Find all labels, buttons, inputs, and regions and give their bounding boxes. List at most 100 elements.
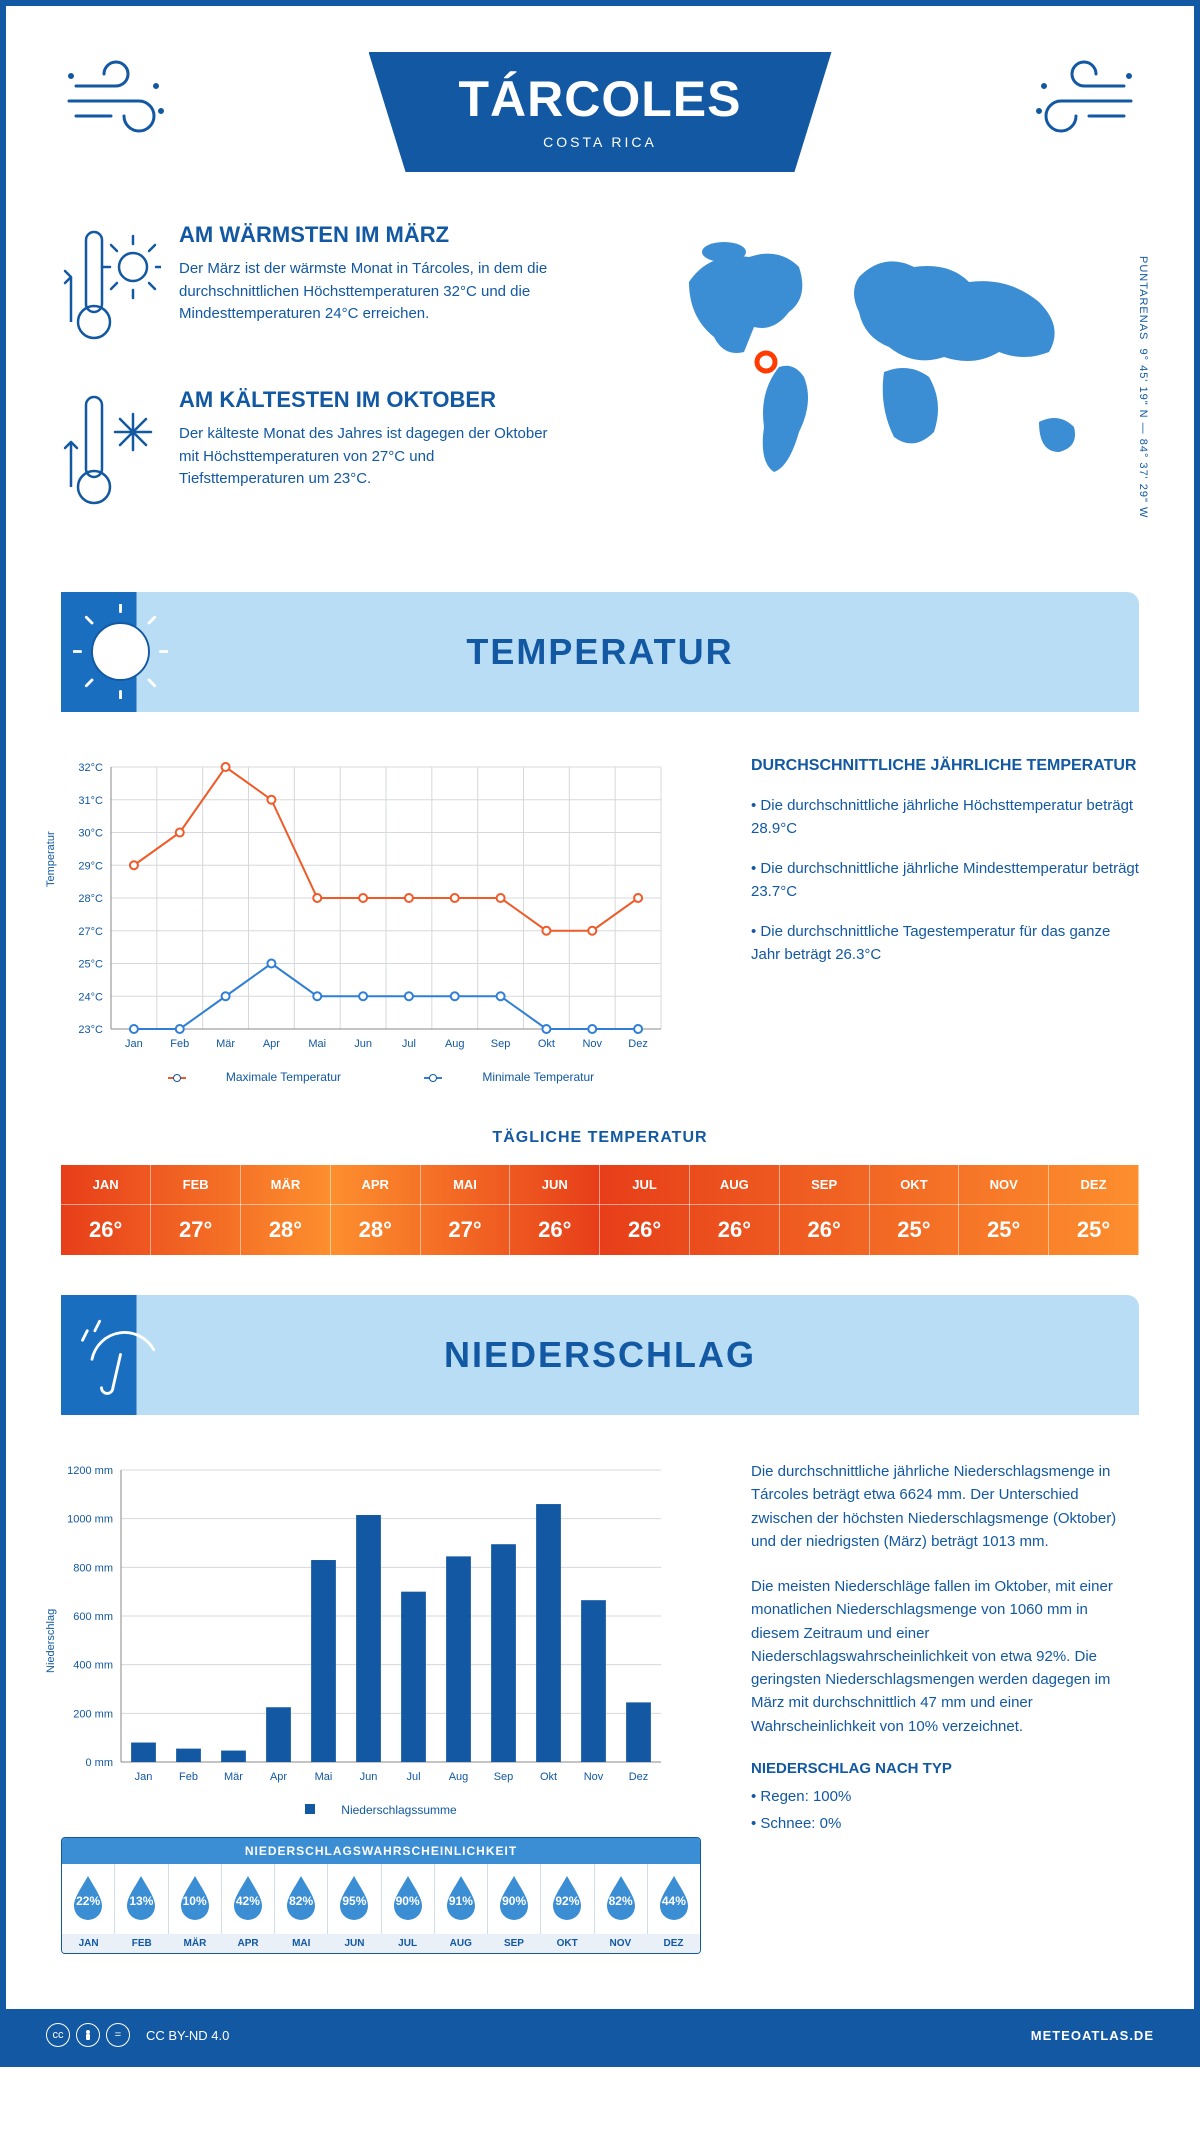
svg-text:27°C: 27°C xyxy=(78,926,103,938)
license-badges: cc = CC BY-ND 4.0 xyxy=(46,2023,229,2047)
page-subtitle: COSTA RICA xyxy=(459,134,742,150)
warmest-text: Der März ist der wärmste Monat in Tárcol… xyxy=(179,258,559,326)
coldest-text: Der kälteste Monat des Jahres ist dagege… xyxy=(179,423,559,491)
month-header: AUG xyxy=(689,1165,779,1205)
prob-month: FEB xyxy=(115,1934,168,1953)
prob-cell: 22% xyxy=(62,1864,115,1934)
page: TÁRCOLES COSTA RICA xyxy=(0,0,1200,2067)
footer: cc = CC BY-ND 4.0 METEOATLAS.DE xyxy=(6,2009,1194,2061)
license-text: CC BY-ND 4.0 xyxy=(146,2028,229,2043)
svg-text:25°C: 25°C xyxy=(78,959,103,971)
sun-icon xyxy=(73,604,168,699)
prob-cell: 91% xyxy=(435,1864,488,1934)
drop-icon: 22% xyxy=(70,1874,106,1920)
thermometer-sun-icon xyxy=(61,222,161,352)
prob-month: AUG xyxy=(434,1934,487,1953)
page-title: TÁRCOLES xyxy=(459,70,742,128)
month-header: SEP xyxy=(779,1165,869,1205)
temp-y-label: Temperatur xyxy=(45,831,57,887)
drop-icon: 90% xyxy=(496,1874,532,1920)
svg-text:1000 mm: 1000 mm xyxy=(67,1514,113,1526)
daily-temp-value: 26° xyxy=(779,1205,869,1256)
daily-temp-value: 26° xyxy=(600,1205,690,1256)
svg-text:24°C: 24°C xyxy=(78,991,103,1003)
daily-temp-table: JANFEBMÄRAPRMAIJUNJULAUGSEPOKTNOVDEZ 26°… xyxy=(61,1165,1139,1255)
svg-text:400 mm: 400 mm xyxy=(73,1660,113,1672)
precip-p1: Die durchschnittliche jährliche Niedersc… xyxy=(751,1460,1139,1553)
drop-icon: 82% xyxy=(603,1874,639,1920)
svg-text:Jun: Jun xyxy=(354,1038,372,1050)
drop-icon: 10% xyxy=(177,1874,213,1920)
svg-text:Jun: Jun xyxy=(360,1771,378,1783)
month-header: JUN xyxy=(510,1165,600,1205)
probability-panel: NIEDERSCHLAGSWAHRSCHEINLICHKEIT 22% 13% 10… xyxy=(61,1837,701,1954)
section-head-precip: NIEDERSCHLAG xyxy=(61,1295,1139,1415)
svg-text:Sep: Sep xyxy=(494,1771,514,1783)
prob-month: SEP xyxy=(487,1934,540,1953)
warmest-block: AM WÄRMSTEN IM MÄRZ Der März ist der wär… xyxy=(61,222,629,352)
wind-icon-right xyxy=(1019,56,1139,146)
drop-icon: 82% xyxy=(283,1874,319,1920)
summary-row: AM WÄRMSTEN IM MÄRZ Der März ist der wär… xyxy=(61,222,1139,552)
svg-text:200 mm: 200 mm xyxy=(73,1708,113,1720)
svg-text:Nov: Nov xyxy=(584,1771,604,1783)
prob-month: MÄR xyxy=(168,1934,221,1953)
temp-bullet-2: • Die durchschnittliche jährliche Mindes… xyxy=(751,858,1139,903)
drop-icon: 42% xyxy=(230,1874,266,1920)
drop-icon: 13% xyxy=(123,1874,159,1920)
month-header: NOV xyxy=(959,1165,1049,1205)
header: TÁRCOLES COSTA RICA xyxy=(61,56,1139,172)
probability-title: NIEDERSCHLAGSWAHRSCHEINLICHKEIT xyxy=(62,1838,700,1864)
precip-info: Die durchschnittliche jährliche Niedersc… xyxy=(751,1460,1139,1954)
svg-text:32°C: 32°C xyxy=(78,762,103,774)
drop-icon: 95% xyxy=(336,1874,372,1920)
cc-icon: cc xyxy=(46,2023,70,2047)
svg-text:0 mm: 0 mm xyxy=(86,1757,114,1769)
svg-text:Mai: Mai xyxy=(315,1771,333,1783)
precip-type-snow: • Schnee: 0% xyxy=(751,1812,1139,1835)
daily-temp-value: 28° xyxy=(241,1205,331,1256)
prob-cell: 90% xyxy=(488,1864,541,1934)
title-banner: TÁRCOLES COSTA RICA xyxy=(369,52,832,172)
svg-text:28°C: 28°C xyxy=(78,893,103,905)
prob-month: MAI xyxy=(275,1934,328,1953)
precip-chart: Niederschlag 0 mm200 mm400 mm600 mm800 m… xyxy=(61,1460,701,1954)
svg-text:Jul: Jul xyxy=(402,1038,416,1050)
nd-icon: = xyxy=(106,2023,130,2047)
prob-month: APR xyxy=(222,1934,275,1953)
coordinates: PUNTARENAS 9° 45' 19" N — 84° 37' 29" W xyxy=(1137,222,1149,552)
drop-icon: 91% xyxy=(443,1874,479,1920)
temperature-chart: Temperatur 23°C24°C25°C27°C28°C29°C30°C3… xyxy=(61,757,701,1084)
svg-text:Feb: Feb xyxy=(170,1038,189,1050)
svg-text:Aug: Aug xyxy=(445,1038,465,1050)
drop-icon: 44% xyxy=(656,1874,692,1920)
svg-text:1200 mm: 1200 mm xyxy=(67,1465,113,1477)
daily-temp-title: TÄGLICHE TEMPERATUR xyxy=(61,1129,1139,1147)
prob-month: JAN xyxy=(62,1934,115,1953)
drop-icon: 92% xyxy=(549,1874,585,1920)
svg-text:800 mm: 800 mm xyxy=(73,1562,113,1574)
svg-text:29°C: 29°C xyxy=(78,860,103,872)
prob-cell: 10% xyxy=(169,1864,222,1934)
svg-text:30°C: 30°C xyxy=(78,828,103,840)
svg-text:Mär: Mär xyxy=(224,1771,243,1783)
temp-info-title: DURCHSCHNITTLICHE JÄHRLICHE TEMPERATUR xyxy=(751,757,1139,775)
svg-text:Jan: Jan xyxy=(135,1771,153,1783)
month-header: JAN xyxy=(61,1165,151,1205)
svg-text:Dez: Dez xyxy=(629,1771,649,1783)
site-name: METEOATLAS.DE xyxy=(1031,2028,1154,2043)
temperature-info: DURCHSCHNITTLICHE JÄHRLICHE TEMPERATUR •… xyxy=(751,757,1139,1084)
svg-text:Aug: Aug xyxy=(449,1771,469,1783)
section-title-temp: TEMPERATUR xyxy=(61,631,1139,673)
prob-month: JUL xyxy=(381,1934,434,1953)
svg-text:Jul: Jul xyxy=(406,1771,420,1783)
daily-temp-value: 27° xyxy=(151,1205,241,1256)
thermometer-snow-icon xyxy=(61,387,161,517)
svg-text:Apr: Apr xyxy=(270,1771,287,1783)
temp-legend: Maximale Temperatur Minimale Temperatur xyxy=(61,1070,701,1084)
prob-month: DEZ xyxy=(647,1934,700,1953)
month-header: DEZ xyxy=(1049,1165,1139,1205)
coldest-block: AM KÄLTESTEN IM OKTOBER Der kälteste Mon… xyxy=(61,387,629,517)
prob-month: OKT xyxy=(541,1934,594,1953)
wind-icon-left xyxy=(61,56,181,146)
